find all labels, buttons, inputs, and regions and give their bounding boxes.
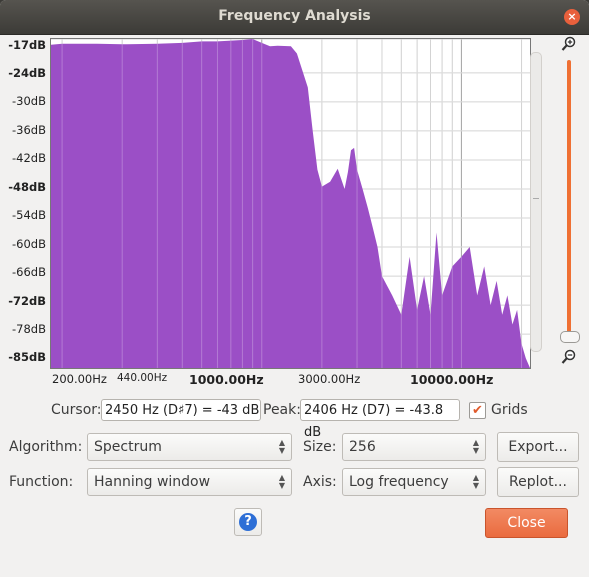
help-button[interactable]: ? bbox=[234, 508, 262, 536]
spectrum-plot[interactable] bbox=[50, 38, 531, 369]
y-tick-label: -24dB bbox=[8, 66, 46, 80]
spin-arrows-icon: ▲ ▼ bbox=[278, 473, 285, 490]
spin-arrows-icon: ▲ ▼ bbox=[278, 438, 285, 455]
x-tick-label: 3000.00Hz bbox=[298, 372, 361, 386]
y-tick-label: -17dB bbox=[8, 38, 46, 52]
replot-button[interactable]: Replot... bbox=[497, 467, 579, 497]
y-tick-label: -60dB bbox=[12, 237, 46, 251]
algorithm-value: Spectrum bbox=[94, 439, 162, 455]
spin-arrows-icon: ▲ ▼ bbox=[472, 438, 479, 455]
x-tick-label: 200.00Hz bbox=[52, 372, 107, 386]
scrollbar-grip[interactable] bbox=[533, 198, 539, 199]
grids-label[interactable]: Grids bbox=[491, 402, 528, 418]
spectrum-chart-svg bbox=[51, 38, 530, 369]
axis-value: Log frequency bbox=[349, 474, 449, 490]
axis-select[interactable]: Log frequency ▲ ▼ bbox=[342, 468, 486, 496]
y-tick-label: -30dB bbox=[12, 94, 46, 108]
y-tick-label: -54dB bbox=[12, 208, 46, 222]
y-tick-label: -36dB bbox=[12, 123, 46, 137]
axis-label: Axis: bbox=[303, 474, 337, 490]
y-tick-label: -42dB bbox=[12, 151, 46, 165]
spin-arrows-icon: ▲ ▼ bbox=[472, 473, 479, 490]
y-tick-label: -72dB bbox=[8, 294, 46, 308]
close-button[interactable]: Close bbox=[485, 508, 568, 538]
algorithm-label: Algorithm: bbox=[9, 439, 83, 455]
y-tick-label: -78dB bbox=[12, 322, 46, 336]
y-tick-label: -66dB bbox=[12, 265, 46, 279]
function-label: Function: bbox=[9, 474, 74, 490]
size-value: 256 bbox=[349, 439, 376, 455]
zoom-in-icon[interactable] bbox=[561, 36, 577, 52]
y-tick-label: -85dB bbox=[8, 350, 46, 364]
export-button[interactable]: Export... bbox=[497, 432, 579, 462]
zoom-out-icon[interactable] bbox=[561, 349, 577, 365]
function-select[interactable]: Hanning window ▲ ▼ bbox=[87, 468, 292, 496]
peak-label: Peak: bbox=[263, 402, 301, 418]
peak-field[interactable]: 2406 Hz (D7) = -43.8 dB bbox=[300, 399, 460, 440]
function-value: Hanning window bbox=[94, 474, 211, 490]
grids-checkbox[interactable]: ✔ bbox=[469, 402, 486, 419]
title-bar: Frequency Analysis × bbox=[0, 0, 589, 35]
size-select[interactable]: 256 ▲ ▼ bbox=[342, 433, 486, 461]
window-title: Frequency Analysis bbox=[218, 8, 371, 24]
x-tick-label: 10000.00Hz bbox=[410, 372, 494, 387]
zoom-slider-track[interactable] bbox=[567, 60, 571, 336]
size-label: Size: bbox=[303, 439, 337, 455]
vertical-scrollbar[interactable] bbox=[530, 52, 542, 352]
spectrum-area bbox=[51, 39, 530, 368]
y-tick-label: -48dB bbox=[8, 180, 46, 194]
x-tick-label: 440.00Hz bbox=[117, 372, 168, 384]
cursor-label: Cursor: bbox=[51, 402, 102, 418]
algorithm-select[interactable]: Spectrum ▲ ▼ bbox=[87, 433, 292, 461]
zoom-slider-handle[interactable] bbox=[560, 331, 580, 343]
cursor-field[interactable]: 2450 Hz (D♯7) = -43 dB bbox=[101, 399, 261, 421]
help-icon: ? bbox=[239, 513, 257, 531]
x-tick-label: 1000.00Hz bbox=[189, 372, 264, 387]
window-close-button[interactable]: × bbox=[564, 9, 580, 25]
